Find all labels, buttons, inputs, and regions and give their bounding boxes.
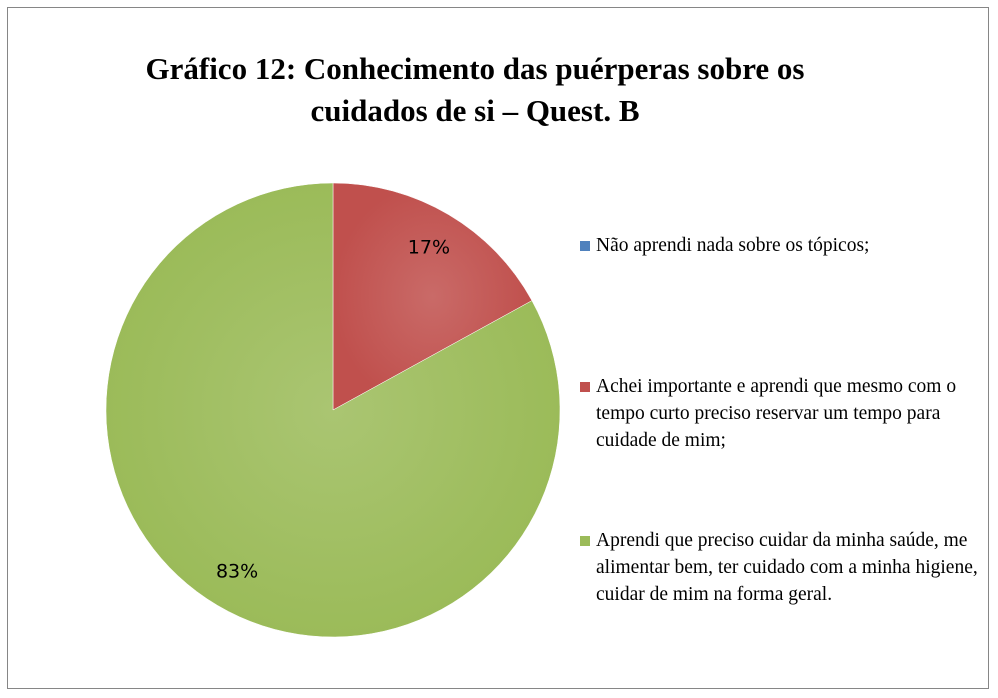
- legend-item: Não aprendi nada sobre os tópicos;: [580, 232, 980, 259]
- data-label: 17%: [408, 236, 450, 258]
- legend-item: Achei importante e aprendi que mesmo com…: [580, 373, 980, 454]
- chart-frame: [7, 7, 989, 689]
- legend-swatch: [580, 241, 590, 251]
- legend-label: Não aprendi nada sobre os tópicos;: [596, 235, 870, 256]
- legend-swatch: [580, 536, 590, 546]
- legend-label: Aprendi que preciso cuidar da minha saúd…: [596, 530, 978, 605]
- pie-slice: [105, 182, 561, 638]
- legend-item: Aprendi que preciso cuidar da minha saúd…: [580, 527, 980, 608]
- chart-title: Gráfico 12: Conhecimento das puérperas s…: [145, 51, 805, 128]
- legend-swatch: [580, 382, 590, 392]
- pie-slice: [332, 182, 533, 411]
- legend-label: Achei importante e aprendi que mesmo com…: [596, 376, 957, 451]
- data-label: 83%: [216, 561, 258, 583]
